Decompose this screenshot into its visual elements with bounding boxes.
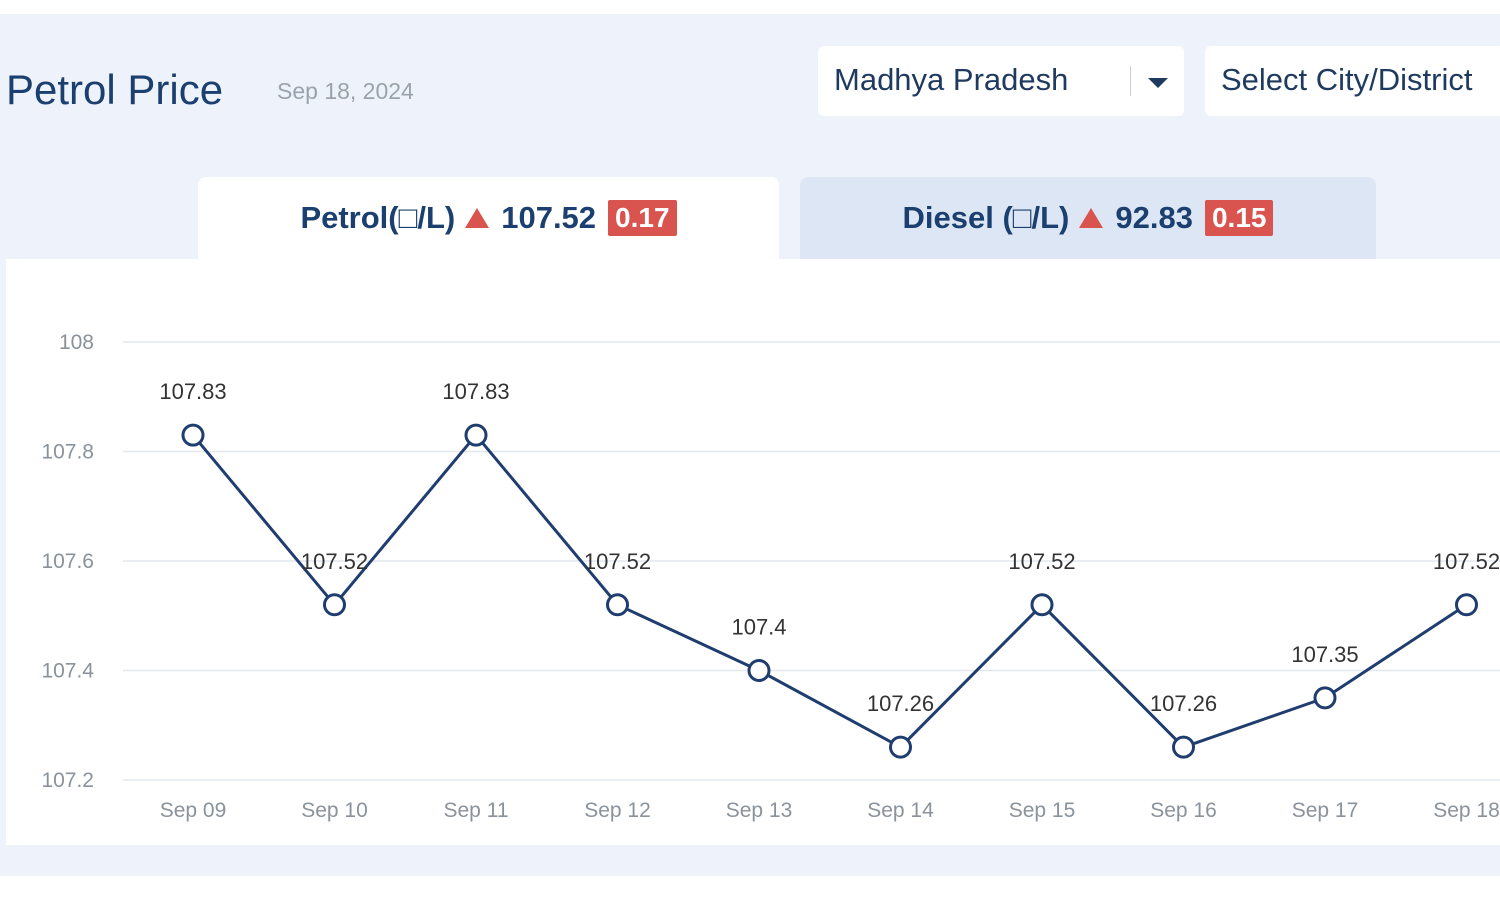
data-point (1030, 593, 1054, 617)
data-label: 107.52 (1008, 549, 1075, 574)
select-divider (1130, 66, 1131, 96)
data-label: 107.52 (301, 549, 368, 574)
data-label: 107.26 (867, 691, 934, 716)
data-point (1172, 735, 1195, 759)
x-tick-label: Sep 18 (1433, 799, 1500, 822)
state-select-value: Madhya Pradesh (834, 62, 1069, 97)
tab-diesel[interactable]: Diesel (□/L) 92.83 0.15 (800, 177, 1376, 259)
y-tick-label: 107.8 (41, 441, 94, 464)
tab-diesel-change-badge: 0.15 (1204, 200, 1274, 236)
data-point (181, 423, 205, 447)
price-line-chart: 108 107.8 107.6 107.4 107.2 Sep 09 Sep 10 Sep 1… (41, 331, 1500, 822)
triangle-up-icon (465, 208, 490, 228)
caret-down-icon[interactable] (1148, 78, 1168, 88)
city-select-placeholder: Select City/District (1221, 62, 1473, 97)
tab-petrol-label: Petrol(□/L) (300, 200, 456, 235)
data-point (747, 659, 771, 682)
x-tick-label: Sep 16 (1150, 799, 1217, 822)
data-label: 107.4 (731, 615, 786, 640)
y-tick-label: 107.6 (41, 550, 94, 573)
data-point (606, 593, 629, 617)
data-point (889, 735, 912, 759)
price-date: Sep 18, 2024 (277, 78, 414, 104)
x-tick-label: Sep 10 (301, 799, 368, 822)
data-point (323, 593, 346, 617)
x-tick-label: Sep 14 (867, 799, 934, 822)
triangle-up-icon (1079, 208, 1104, 228)
data-label: 107.83 (442, 379, 509, 404)
data-point (464, 423, 488, 447)
tab-petrol-price: 107.52 (501, 200, 597, 235)
y-tick-label: 108 (59, 331, 94, 354)
y-tick-label: 107.2 (41, 769, 94, 792)
x-tick-label: Sep 13 (726, 799, 793, 822)
data-label: 107.83 (159, 379, 226, 404)
page-background: Petrol Price Sep 18, 2024 Madhya Pradesh… (0, 14, 1500, 876)
data-label: 107.26 (1150, 691, 1217, 716)
x-tick-label: Sep 12 (584, 799, 651, 822)
x-tick-label: Sep 11 (444, 799, 509, 822)
x-tick-label: Sep 09 (160, 799, 227, 822)
state-select[interactable]: Madhya Pradesh (818, 46, 1184, 116)
price-chart-card: 108 107.8 107.6 107.4 107.2 Sep 09 Sep 10 Sep 1… (6, 259, 1500, 845)
data-label: 107.52 (584, 549, 651, 574)
x-tick-label: Sep 15 (1009, 799, 1076, 822)
y-tick-label: 107.4 (41, 660, 94, 683)
tab-diesel-price: 92.83 (1115, 200, 1193, 235)
data-label: 107.52 (1433, 549, 1500, 574)
series-line (191, 433, 1468, 749)
x-tick-label: Sep 17 (1292, 799, 1359, 822)
tab-petrol[interactable]: Petrol(□/L) 107.52 0.17 (198, 177, 779, 259)
tab-petrol-change-badge: 0.17 (608, 200, 677, 236)
data-label: 107.35 (1291, 642, 1358, 667)
data-point (1313, 686, 1337, 710)
tab-diesel-label: Diesel (□/L) (902, 200, 1070, 235)
page-title: Petrol Price (6, 66, 224, 113)
data-point (1455, 593, 1478, 617)
city-select[interactable]: Select City/District (1205, 46, 1500, 116)
